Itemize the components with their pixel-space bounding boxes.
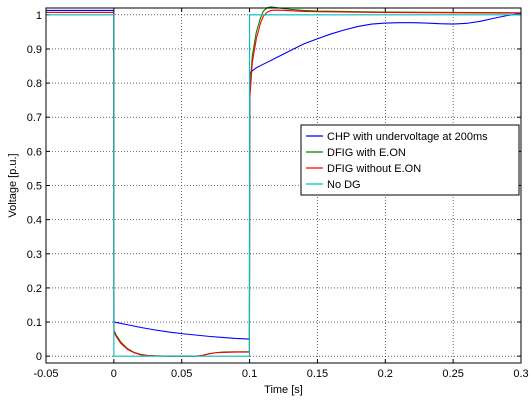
x-tick-label: 0.1 — [242, 368, 257, 380]
x-tick-label: 0 — [111, 368, 117, 380]
x-tick-label: 0.2 — [378, 368, 393, 380]
series-line-4 — [46, 14, 521, 357]
legend-label-3: DFIG without E.ON — [327, 163, 421, 175]
x-axis-label: Time [s] — [264, 384, 303, 396]
y-tick-labels: 0 0.1 0.2 0.3 0.4 0.5 0.6 0.7 0.8 0.9 1 — [27, 10, 42, 363]
y-tick-label: 0.6 — [27, 146, 42, 158]
legend-box — [300, 124, 520, 196]
legend-label-1: CHP with undervoltage at 200ms — [327, 131, 488, 143]
legend: CHP with undervoltage at 200ms DFIG with … — [300, 124, 520, 196]
y-tick-label: 0.9 — [27, 44, 42, 56]
x-tick-label: 0.3 — [513, 368, 528, 380]
y-tick-label: 1 — [36, 10, 42, 22]
x-tick-label: -0.05 — [33, 368, 58, 380]
x-tick-label: 0.05 — [171, 368, 192, 380]
legend-label-2: DFIG with E.ON — [327, 147, 406, 159]
x-tick-label: 0.25 — [442, 368, 463, 380]
series-line-1 — [46, 9, 522, 340]
y-axis-label: Voltage [p.u.] — [7, 153, 19, 217]
plot-frame — [45, 7, 522, 364]
x-tick-labels: -0.05 0 0.05 0.1 0.15 0.2 0.25 0.3 — [33, 368, 528, 380]
x-tick-label: 0.15 — [307, 368, 328, 380]
y-tick-label: 0 — [36, 351, 42, 363]
y-tick-label: 0.8 — [27, 78, 42, 90]
y-tick-label: 0.7 — [27, 112, 42, 124]
series-line-3 — [46, 9, 522, 357]
y-tick-label: 0.1 — [27, 317, 42, 329]
legend-label-4: No DG — [327, 179, 361, 191]
y-tick-label: 0.3 — [27, 249, 42, 261]
y-tick-label: 0.4 — [27, 215, 42, 227]
y-tick-label: 0.2 — [27, 283, 42, 295]
y-tick-label: 0.5 — [27, 181, 42, 193]
